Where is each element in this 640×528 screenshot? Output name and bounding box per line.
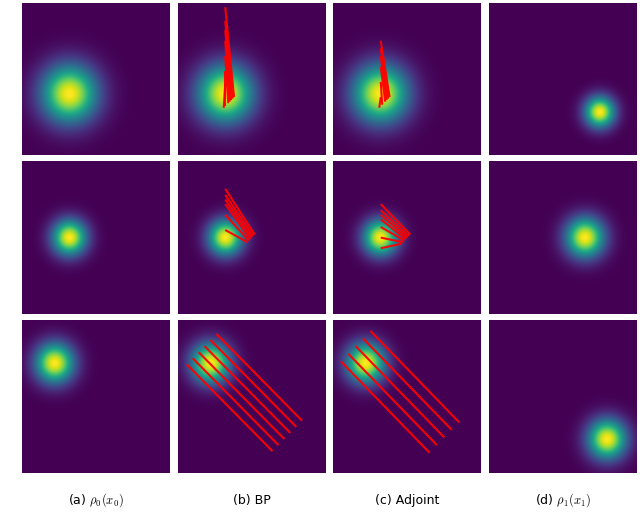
Text: (b) BP: (b) BP	[233, 494, 271, 507]
Text: (d) $\rho_1(x_1)$: (d) $\rho_1(x_1)$	[535, 492, 591, 510]
Text: (a) $\rho_0(x_0)$: (a) $\rho_0(x_0)$	[68, 492, 124, 510]
Text: (c) Adjoint: (c) Adjoint	[375, 494, 440, 507]
